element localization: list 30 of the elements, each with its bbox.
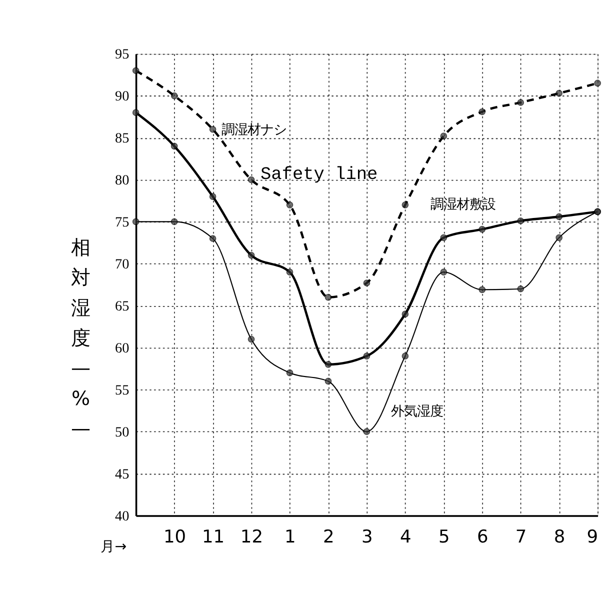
y-tick-label: 40 bbox=[115, 508, 130, 524]
y-tick-label: 55 bbox=[115, 382, 130, 398]
x-tick-label: 1 bbox=[284, 528, 296, 548]
x-axis-title: 月→ bbox=[100, 539, 127, 556]
y-tick-label: 60 bbox=[115, 340, 130, 357]
x-tick-label: 4 bbox=[400, 528, 412, 548]
x-tick-label: 8 bbox=[554, 528, 566, 548]
y-tick-label: 95 bbox=[115, 46, 130, 63]
x-tick-label: 5 bbox=[438, 528, 450, 548]
y-tick-label: 80 bbox=[115, 172, 130, 189]
y-tick-label: 45 bbox=[115, 466, 130, 482]
x-tick-label: 10 bbox=[163, 528, 186, 548]
x-tick-label: 11 bbox=[202, 528, 225, 548]
x-tick-label: 2 bbox=[323, 528, 334, 548]
y-axis-title: 相対湿度—%— bbox=[70, 236, 91, 440]
series-label: 外気湿度 bbox=[390, 404, 443, 420]
x-tick-label: 12 bbox=[240, 528, 264, 548]
x-tick-label: 7 bbox=[515, 528, 527, 548]
series-label: 調湿材敷設 bbox=[430, 197, 496, 212]
series-label: 調湿材ナシ bbox=[222, 122, 287, 138]
x-tick-label: 6 bbox=[476, 528, 488, 548]
x-tick-label: 3 bbox=[362, 528, 373, 548]
x-tick-label: 9 bbox=[586, 528, 598, 548]
y-tick-label: 75 bbox=[115, 214, 130, 231]
y-tick-label: 90 bbox=[115, 88, 130, 105]
y-tick-label: 50 bbox=[115, 424, 130, 440]
y-tick-label: 85 bbox=[115, 130, 130, 147]
y-tick-label: 65 bbox=[115, 298, 130, 315]
y-tick-label: 70 bbox=[115, 256, 130, 273]
annotation: Safety line bbox=[260, 165, 378, 186]
